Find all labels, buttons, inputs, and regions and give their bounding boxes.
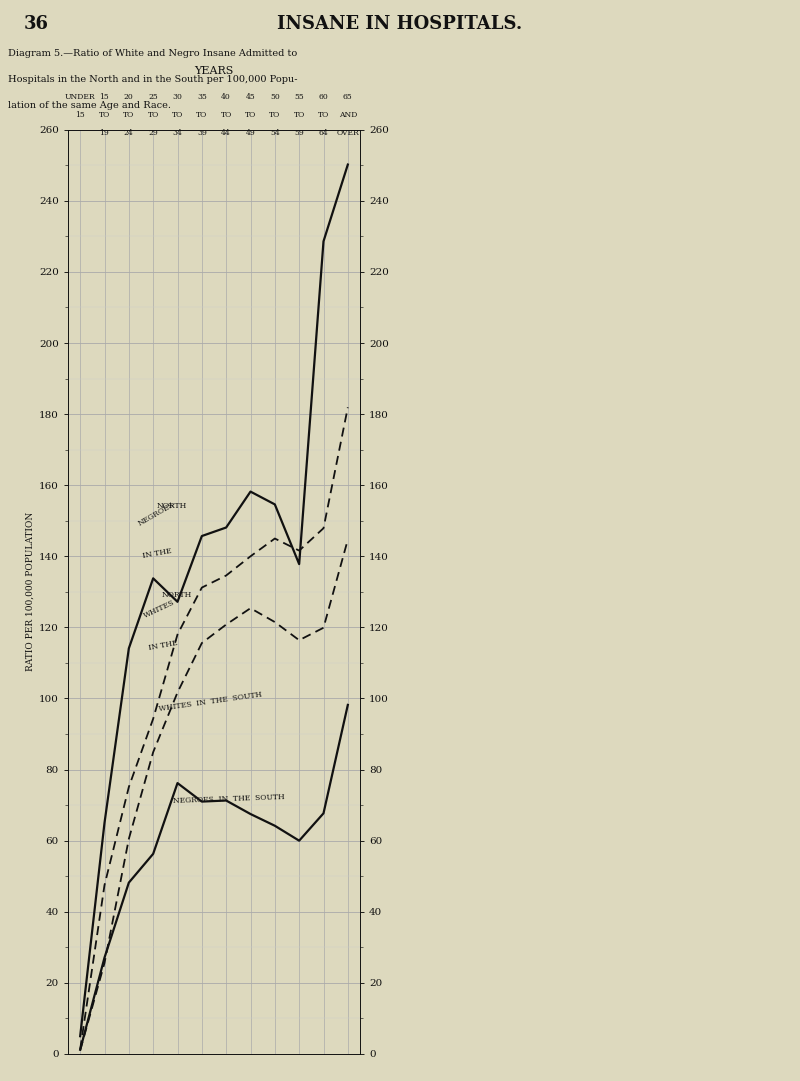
Text: 24: 24 [124,129,134,137]
Text: INSANE IN HOSPITALS.: INSANE IN HOSPITALS. [278,15,522,34]
Text: 20: 20 [124,93,134,102]
Text: 35: 35 [197,93,206,102]
Text: 25: 25 [148,93,158,102]
Text: NEGROES: NEGROES [136,501,175,528]
Text: 30: 30 [173,93,182,102]
Text: 44: 44 [222,129,231,137]
Text: TO: TO [196,111,207,119]
Text: NORTH: NORTH [157,502,187,510]
Text: 60: 60 [318,93,328,102]
Text: 55: 55 [294,93,304,102]
Text: TO: TO [270,111,281,119]
Text: 49: 49 [246,129,255,137]
Text: AND: AND [338,111,357,119]
Text: 15: 15 [100,93,110,102]
Text: TO: TO [123,111,134,119]
Y-axis label: RATIO PER 100,000 POPULATION: RATIO PER 100,000 POPULATION [26,512,35,671]
Text: YEARS: YEARS [194,66,234,77]
Text: IN THE: IN THE [148,639,178,652]
Text: NORTH: NORTH [162,591,192,599]
Text: 34: 34 [173,129,182,137]
Text: TO: TO [99,111,110,119]
Text: TO: TO [294,111,305,119]
Text: UNDER: UNDER [65,93,95,102]
Text: TO: TO [318,111,329,119]
Text: TO: TO [221,111,232,119]
Text: 65: 65 [343,93,353,102]
Text: 36: 36 [24,15,49,34]
Text: TO: TO [245,111,256,119]
Text: 64: 64 [318,129,328,137]
Text: 50: 50 [270,93,280,102]
Text: Diagram 5.—Ratio of White and Negro Insane Admitted to: Diagram 5.—Ratio of White and Negro Insa… [8,49,298,57]
Text: lation of the same Age and Race.: lation of the same Age and Race. [8,101,171,109]
Text: IN THE: IN THE [142,547,173,560]
Text: 59: 59 [294,129,304,137]
Text: NEGROES  IN  THE  SOUTH: NEGROES IN THE SOUTH [173,793,285,805]
Text: WHITES  IN  THE  SOUTH: WHITES IN THE SOUTH [158,691,262,712]
Text: 29: 29 [148,129,158,137]
Text: 19: 19 [100,129,110,137]
Text: 40: 40 [222,93,231,102]
Text: TO: TO [172,111,183,119]
Text: OVER: OVER [337,129,359,137]
Text: Hospitals in the North and in the South per 100,000 Popu-: Hospitals in the North and in the South … [8,75,298,83]
Text: TO: TO [147,111,158,119]
Text: 39: 39 [197,129,206,137]
Text: WHITES: WHITES [142,599,176,620]
Text: 54: 54 [270,129,280,137]
Text: 15: 15 [75,111,85,119]
Text: 45: 45 [246,93,255,102]
